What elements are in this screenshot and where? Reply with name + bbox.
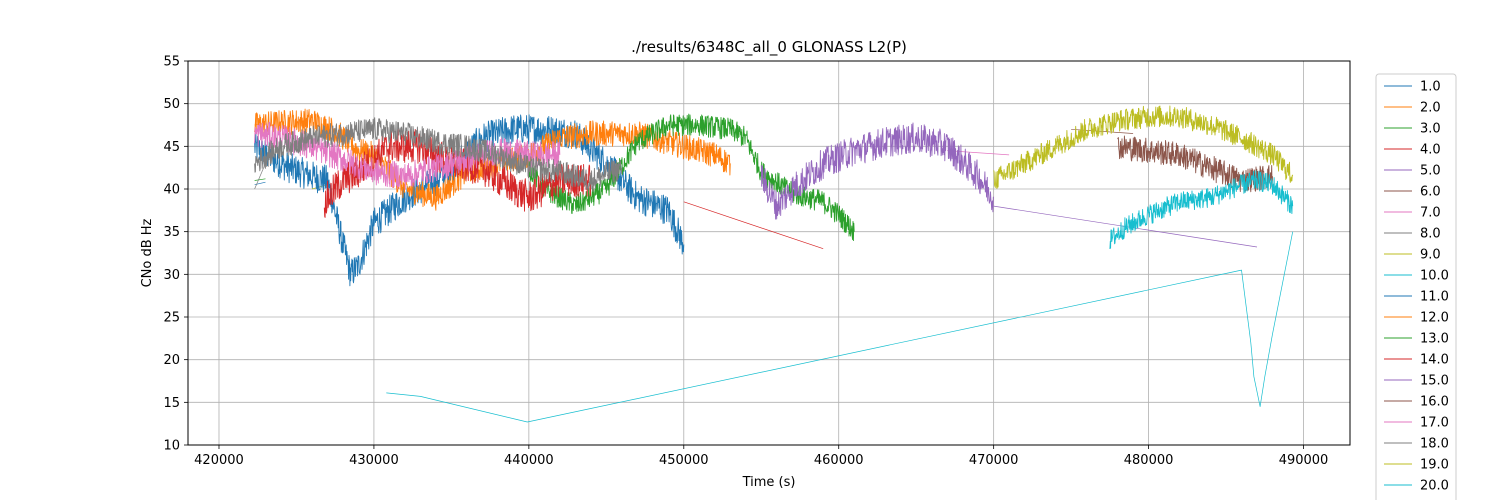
legend-label: 4.0	[1420, 143, 1441, 158]
legend-label: 8.0	[1420, 227, 1441, 242]
x-tick-label: 470000	[969, 453, 1019, 468]
series-line	[683, 201, 824, 250]
x-axis: 420000 430000 440000 450000 460000 470000 4800…	[194, 445, 1328, 468]
y-tick-label: 35	[163, 225, 180, 240]
x-tick-label: 440000	[504, 453, 554, 468]
legend-label: 2.0	[1420, 101, 1441, 116]
legend-label: 20.0	[1420, 479, 1449, 494]
y-tick-label: 50	[163, 97, 180, 112]
y-tick-label: 55	[163, 55, 180, 70]
legend-label: 14.0	[1420, 353, 1449, 368]
y-axis-label: CNo dB Hz	[140, 218, 155, 287]
legend-label: 11.0	[1420, 290, 1449, 305]
series-line	[386, 231, 1294, 423]
plot-series	[254, 105, 1294, 423]
x-tick-label: 490000	[1279, 453, 1329, 468]
legend-label: 16.0	[1420, 395, 1449, 410]
series-line	[760, 122, 995, 220]
legend-label: 6.0	[1420, 185, 1441, 200]
y-tick-label: 25	[163, 311, 180, 326]
legend-label: 1.0	[1420, 80, 1441, 95]
series-line	[254, 117, 623, 192]
legend-label: 10.0	[1420, 269, 1449, 284]
y-tick-label: 40	[163, 183, 180, 198]
legend-frame	[1375, 73, 1457, 500]
legend: 1.0 2.0 3.0 4.0 5.0 6.0 7.0 8.0 9.0 10.0 11.0 12.0 1…	[1375, 73, 1457, 500]
plot-frame	[187, 60, 1351, 446]
series-line	[993, 105, 1294, 189]
y-tick-label: 45	[163, 140, 180, 155]
legend-label: 7.0	[1420, 206, 1441, 221]
x-tick-label: 460000	[814, 453, 864, 468]
x-tick-label: 480000	[1124, 453, 1174, 468]
x-axis-label: Time (s)	[742, 475, 796, 490]
legend-label: 17.0	[1420, 416, 1449, 431]
series-line	[254, 163, 266, 190]
legend-label: 13.0	[1420, 332, 1449, 347]
series-line	[254, 178, 266, 181]
legend-label: 18.0	[1420, 437, 1449, 452]
legend-label: 15.0	[1420, 374, 1449, 389]
y-tick-label: 20	[163, 353, 180, 368]
legend-label: 3.0	[1420, 122, 1441, 137]
legend-label: 19.0	[1420, 458, 1449, 473]
chart-title: ./results/6348C_all_0 GLONASS L2(P)	[631, 38, 907, 57]
y-tick-label: 30	[163, 268, 180, 283]
series-line	[1109, 170, 1294, 250]
legend-label: 12.0	[1420, 311, 1449, 326]
x-tick-label: 420000	[194, 453, 244, 468]
legend-label: 5.0	[1420, 164, 1441, 179]
x-tick-label: 430000	[349, 453, 399, 468]
x-tick-label: 450000	[659, 453, 709, 468]
series-line	[254, 121, 561, 190]
y-tick-label: 15	[163, 396, 180, 411]
legend-label: 9.0	[1420, 248, 1441, 263]
y-tick-label: 10	[163, 439, 180, 454]
y-axis: 10 15 20 25 30 35 40 45 50 55	[163, 55, 188, 454]
